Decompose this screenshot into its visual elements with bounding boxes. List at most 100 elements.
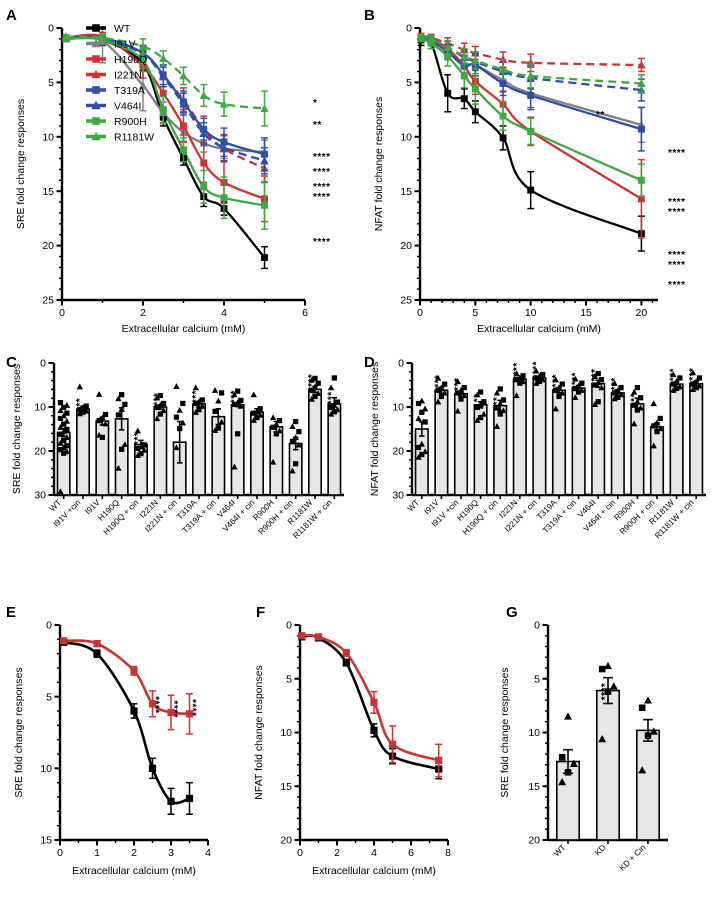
legend-marker-WT <box>92 24 100 32</box>
scatter-point <box>614 387 621 393</box>
scatter-point <box>598 384 605 391</box>
scatter-point <box>180 400 186 407</box>
data-point-V464I <box>260 156 269 165</box>
scatter-point <box>141 446 148 453</box>
panel-label: A <box>6 7 17 24</box>
bar-group <box>649 400 665 496</box>
panel-f: F 0 5 10 15 20 0 2 4 6 8 NFAT fold change responses… <box>238 595 478 900</box>
x-tick-label: 1 <box>94 847 100 859</box>
x-tick-label: 2 <box>334 847 340 859</box>
data-point-KD <box>185 710 194 718</box>
data-point-R1181W <box>471 56 480 65</box>
bar-group <box>250 391 264 496</box>
scatter-point <box>119 392 125 398</box>
scatter-point <box>269 414 277 421</box>
x-axis-title: Extracellular calcium (mM) <box>122 323 246 335</box>
scatter-point <box>60 412 67 419</box>
data-point-R900H <box>139 57 147 65</box>
bar-group: **** <box>610 377 625 496</box>
scatter-point <box>653 419 661 426</box>
category-label: WT <box>552 843 567 858</box>
y-tick-label: 0 <box>48 23 54 35</box>
scatter-point <box>61 437 67 444</box>
bar-group: **** <box>551 374 567 496</box>
scatter-point <box>99 414 106 421</box>
significance-marker: **** <box>307 374 318 392</box>
bar-group <box>556 712 581 841</box>
scatter-point <box>422 419 428 425</box>
bar-T319A-+-cin <box>571 387 586 496</box>
bar-I221N-+-cin <box>532 377 547 496</box>
bar-group: **** <box>326 375 342 496</box>
scatter-point <box>95 391 103 397</box>
significance-marker: **** <box>590 368 601 386</box>
scatter-point <box>77 407 83 413</box>
y-tick-label: 10 <box>280 727 292 739</box>
data-point-R1181W <box>526 71 535 80</box>
scatter-point <box>500 407 507 414</box>
scatter-point <box>63 448 71 455</box>
data-point-KD <box>93 640 101 648</box>
y-axis-title: SRE fold change responses <box>13 667 25 797</box>
scatter-point <box>419 451 425 458</box>
scatter-point <box>677 375 683 381</box>
scatter-point <box>80 409 86 415</box>
scatter-point <box>434 398 442 405</box>
scatter-point <box>289 438 296 444</box>
scatter-point <box>196 407 202 413</box>
significance-marker: *** <box>133 432 144 445</box>
scatter-point <box>157 402 164 408</box>
y-tick-label: 15 <box>400 186 412 198</box>
significance-label-H190Q: ** <box>596 110 605 121</box>
legend: WT I91V H190Q I221N T319A V464I R900H R1181W <box>86 23 154 144</box>
x-tick-label: 8 <box>445 847 451 859</box>
bar-group: **** <box>512 362 527 496</box>
scatter-point <box>63 434 71 440</box>
panel-a: A 0 5 10 15 20 25 0 2 4 6 SRE fold change responses… <box>0 0 358 345</box>
scatter-point <box>689 386 697 393</box>
bar-group <box>211 387 226 496</box>
scatter-point <box>654 429 660 435</box>
scatter-point <box>579 380 585 386</box>
data-point-WT <box>93 650 101 658</box>
x-tick-label: 2 <box>140 307 146 319</box>
scatter-point <box>327 410 335 417</box>
panel-label: C <box>6 354 17 371</box>
data-point-H190Q <box>180 122 187 130</box>
scatter-point <box>157 392 163 399</box>
bar-group <box>95 391 110 496</box>
category-label: WT <box>48 498 63 513</box>
scatter-point <box>64 443 70 449</box>
scatter-point <box>254 414 260 421</box>
y-tick-label: 5 <box>48 77 54 89</box>
scatter-point <box>552 376 559 383</box>
panel-e-chart: E 0 5 10 15 0 1 2 3 4 SRE fold change responses Ext… <box>6 604 211 877</box>
x-axis-title: Extracellular calcium (mM) <box>477 323 601 335</box>
bar-group <box>269 414 284 496</box>
panel-label: B <box>364 7 375 24</box>
scatter-point <box>334 406 341 413</box>
data-point-R1181W <box>179 71 188 80</box>
series-points-KD: **** **** **** <box>60 637 198 735</box>
scatter-point <box>61 421 67 427</box>
panel-label: D <box>364 354 375 371</box>
legend-marker-I91V <box>91 38 101 48</box>
legend-marker-H190Q <box>92 55 100 63</box>
scatter-point <box>331 402 338 408</box>
scatter-point <box>644 696 652 704</box>
bar-group: **** <box>590 368 606 496</box>
scatter-point <box>134 452 141 459</box>
scatter-point <box>327 384 335 391</box>
scatter-point <box>102 420 109 427</box>
scatter-point <box>315 380 321 386</box>
y-tick-label: 20 <box>34 446 46 458</box>
scatter-point <box>199 402 206 409</box>
scatter-point <box>415 453 422 460</box>
y-axis-title: SRE fold change responses <box>15 99 27 229</box>
y-tick-label: 15 <box>42 186 54 198</box>
scatter-point <box>76 383 83 390</box>
series-I221N <box>420 34 642 67</box>
scatter-point <box>474 417 481 423</box>
scatter-point <box>670 371 677 378</box>
